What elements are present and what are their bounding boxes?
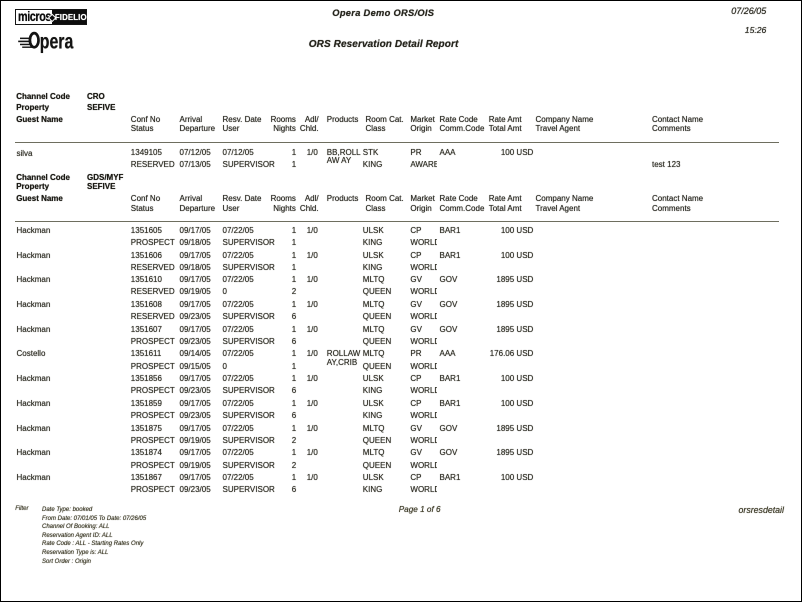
svg-text:pera: pera <box>40 31 74 54</box>
